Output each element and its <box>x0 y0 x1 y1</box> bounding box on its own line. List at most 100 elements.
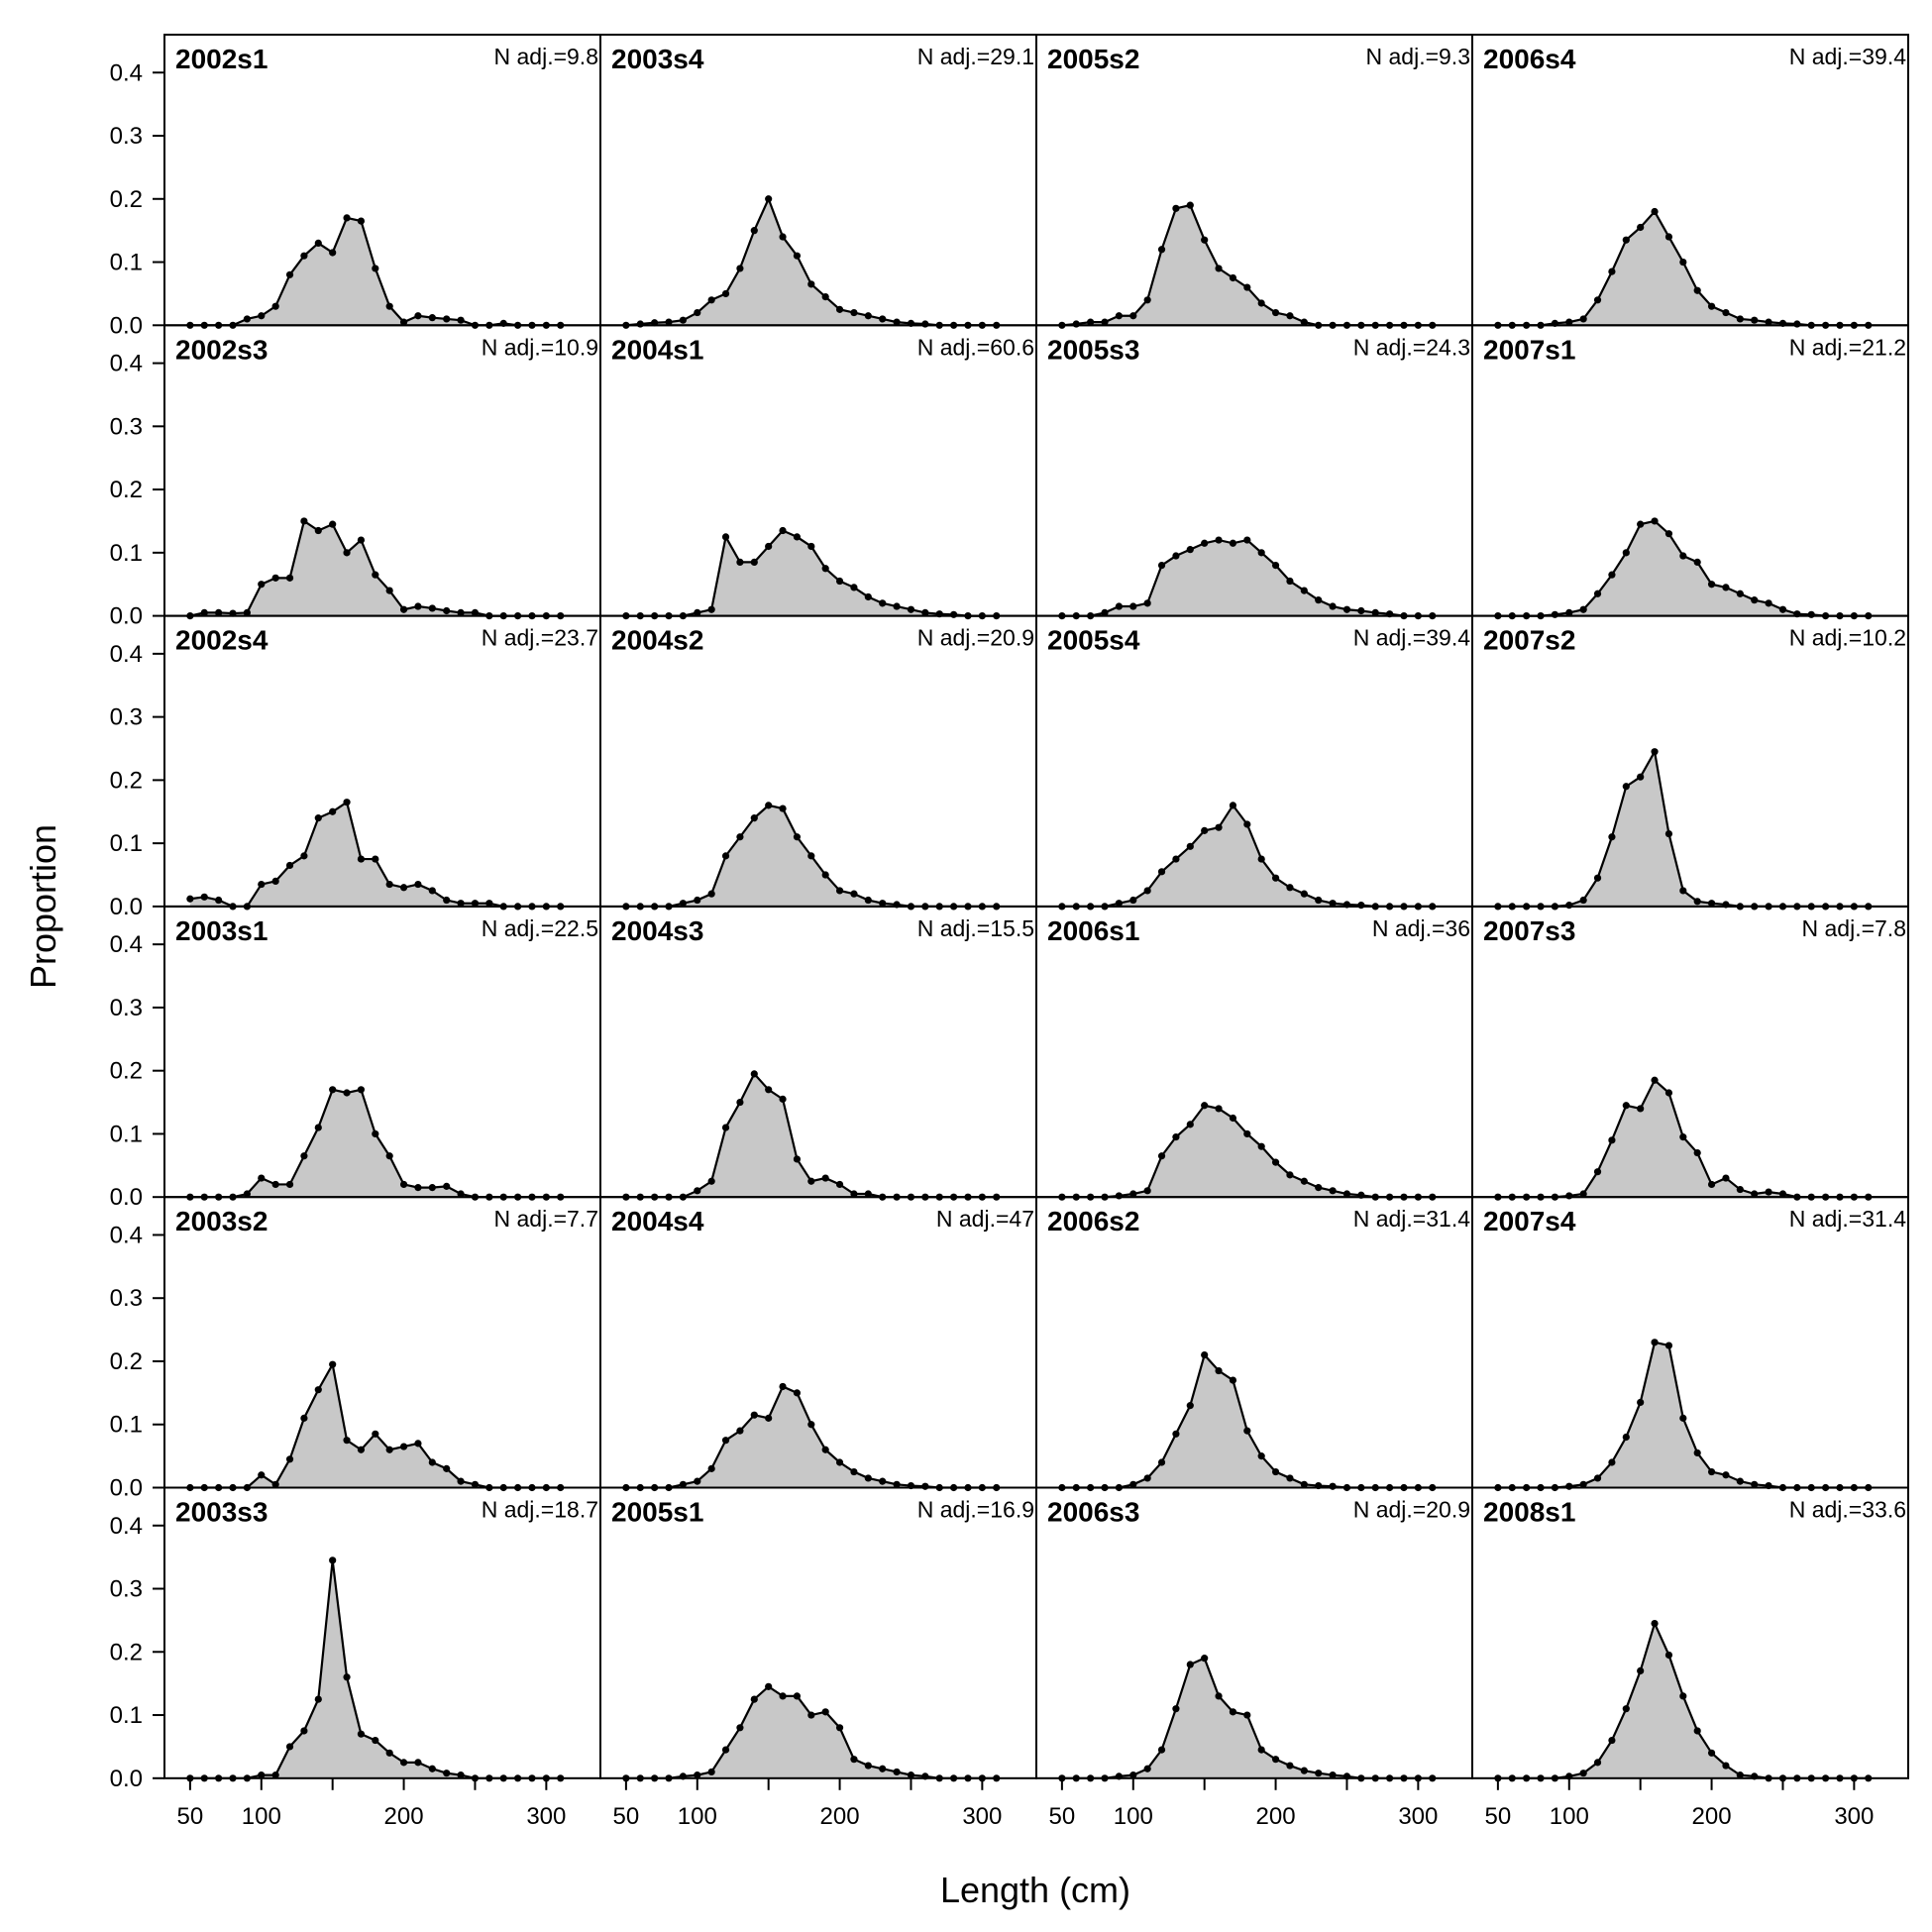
area-fill <box>1497 520 1869 616</box>
data-point <box>1707 1180 1716 1189</box>
data-point <box>399 605 408 613</box>
panel-border <box>163 34 601 327</box>
data-point <box>1215 823 1223 831</box>
data-point <box>1257 855 1265 863</box>
data-point <box>679 316 687 324</box>
data-point <box>779 805 787 812</box>
data-point <box>907 1771 915 1779</box>
data-point <box>793 1692 802 1700</box>
data-point <box>779 1382 787 1391</box>
data-point <box>258 1471 266 1479</box>
data-point <box>765 1414 773 1422</box>
y-tick-label: 0.3 <box>110 704 143 731</box>
data-point <box>807 280 815 288</box>
panel-title: 2007s3 <box>1483 915 1575 946</box>
panel-n-adj: N adj.=7.8 <box>1802 915 1907 941</box>
data-point <box>750 814 758 822</box>
data-point <box>1101 608 1109 617</box>
data-point <box>835 1180 844 1189</box>
data-point <box>457 1190 465 1198</box>
area-fill <box>189 1559 561 1778</box>
data-point <box>1707 1749 1716 1757</box>
data-point <box>314 526 322 535</box>
data-point <box>385 1152 393 1160</box>
data-point <box>1622 783 1630 791</box>
data-point <box>1722 308 1730 317</box>
data-point <box>443 1464 451 1472</box>
data-point <box>1679 258 1687 267</box>
data-point <box>200 608 208 617</box>
data-point <box>357 217 366 225</box>
data-point <box>721 1746 730 1754</box>
data-point <box>1371 608 1379 617</box>
data-point <box>372 265 379 272</box>
data-point <box>385 1749 393 1757</box>
data-point <box>765 802 773 809</box>
data-point <box>1129 1771 1137 1779</box>
data-point <box>1751 1190 1759 1198</box>
x-tick-label: 50 <box>1485 1803 1512 1830</box>
data-point <box>750 1695 758 1703</box>
data-point <box>258 581 266 589</box>
data-point <box>471 608 480 617</box>
data-point <box>1115 900 1123 908</box>
data-point <box>1651 1619 1659 1628</box>
x-tick-label: 50 <box>1049 1803 1076 1830</box>
data-point <box>1357 902 1365 910</box>
data-point <box>457 1477 465 1485</box>
panel-2006s4: 2006s4 N adj.=39.4 <box>1471 34 1909 329</box>
data-point <box>721 1124 730 1131</box>
data-point <box>314 1695 322 1703</box>
data-point <box>1579 1190 1587 1198</box>
data-point <box>271 1480 279 1488</box>
data-point <box>1186 201 1194 209</box>
data-point <box>1593 1759 1602 1767</box>
data-point <box>1707 1467 1716 1476</box>
panel-n-adj: N adj.=18.7 <box>482 1497 598 1523</box>
panel-n-adj: N adj.=20.9 <box>917 625 1034 651</box>
y-tick-label: 0.4 <box>110 351 143 377</box>
data-point <box>1143 1187 1151 1195</box>
data-point <box>1664 1089 1673 1097</box>
data-point <box>457 1771 465 1779</box>
panel-n-adj: N adj.=31.4 <box>1353 1206 1470 1232</box>
data-point <box>1608 268 1616 275</box>
data-point <box>1664 1342 1673 1349</box>
panel-2002s4: 2002s4 N adj.=23.7 <box>163 614 601 911</box>
data-point <box>1736 315 1744 323</box>
data-point <box>835 1724 844 1732</box>
data-point <box>428 1765 436 1772</box>
data-point <box>1229 1708 1237 1716</box>
panel-title: 2003s3 <box>175 1497 268 1528</box>
data-point <box>694 896 701 905</box>
data-point <box>1271 1756 1280 1764</box>
data-point <box>1271 874 1280 882</box>
data-point <box>1215 536 1223 544</box>
panel-border <box>1471 614 1909 908</box>
data-point <box>850 1756 858 1764</box>
data-point <box>1622 549 1630 557</box>
panel-2005s1: 2005s1 N adj.=16.9 <box>599 1486 1037 1782</box>
x-tick-label: 200 <box>820 1803 860 1830</box>
data-point <box>1679 552 1687 560</box>
panel-2004s1: 2004s1 N adj.=60.6 <box>599 324 1037 620</box>
y-tick-label: 0.0 <box>110 1184 143 1211</box>
data-point <box>835 887 844 895</box>
y-tick-label: 0.4 <box>110 931 143 958</box>
panel-n-adj: N adj.=36 <box>1372 915 1470 941</box>
panel-2007s4: 2007s4 N adj.=31.4 <box>1471 1196 1909 1492</box>
data-point <box>372 1736 379 1745</box>
data-point <box>1172 552 1180 560</box>
data-point <box>200 893 208 901</box>
data-point <box>1186 546 1194 554</box>
data-point <box>1300 1480 1308 1488</box>
panel-title: 2005s1 <box>611 1497 703 1528</box>
data-point <box>1129 1480 1137 1488</box>
panel-n-adj: N adj.=9.3 <box>1366 44 1471 69</box>
data-point <box>807 1711 815 1719</box>
data-point <box>907 605 915 613</box>
data-point <box>779 1095 787 1103</box>
data-point <box>1215 265 1223 272</box>
data-point <box>329 520 337 528</box>
area-fill <box>189 1089 561 1198</box>
